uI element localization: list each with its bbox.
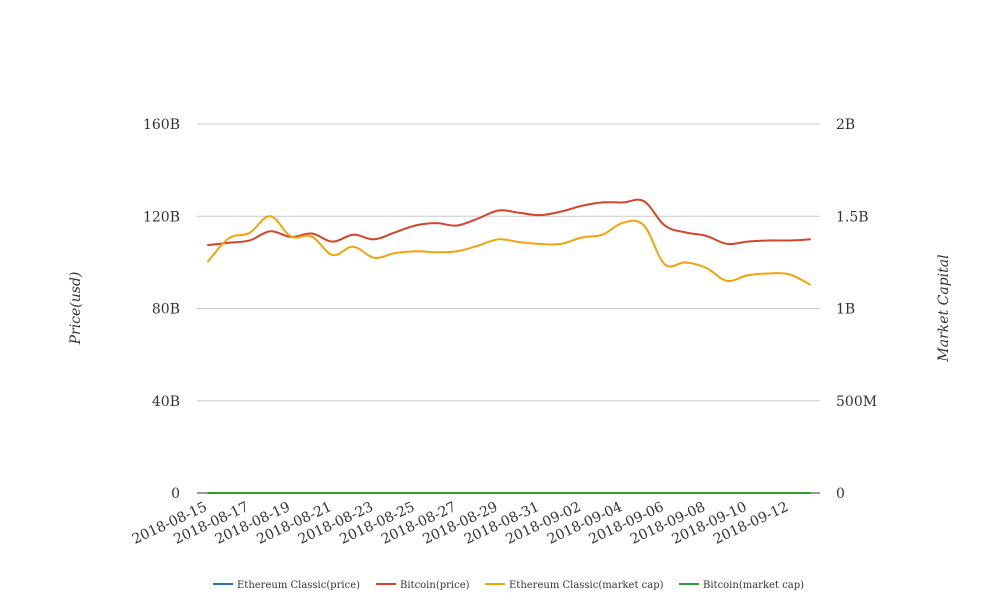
right-axis-title: Market Capital [936,254,952,362]
right-tick-label: 500M [836,394,877,410]
left-tick-label: 40B [152,394,180,410]
series-layer [207,198,811,495]
right-tick-label: 1.5B [836,209,869,225]
left-axis-title: Price(usd) [68,272,84,346]
right-tick-label: 0 [836,486,845,502]
series-line-ethereum-classic-market-cap [207,215,811,286]
left-tick-label: 0 [171,486,180,502]
legend-label-ethereum-classic-market-cap[interactable]: Ethereum Classic(market cap) [509,580,664,591]
legend-label-ethereum-classic-price[interactable]: Ethereum Classic(price) [237,580,360,591]
right-tick-label: 2B [836,117,855,133]
right-tick-label: 1B [836,302,855,318]
grid-layer [197,123,820,494]
series-line-bitcoin-price [207,198,811,247]
left-tick-label: 160B [143,117,180,133]
left-tick-label: 120B [143,209,180,225]
legend-label-bitcoin-price[interactable]: Bitcoin(price) [400,580,470,591]
left-tick-label: 80B [152,302,180,318]
legend: Ethereum Classic(price) Bitcoin(price) Eth… [213,580,804,591]
x-axis: 2018-08-152018-08-172018-08-192018-08-21… [130,499,791,548]
left-axis: 0 40B 80B 120B 160B [143,117,180,502]
right-axis: 0 500M 1B 1.5B 2B [836,117,877,502]
legend-label-bitcoin-market-cap[interactable]: Bitcoin(market cap) [703,580,804,591]
